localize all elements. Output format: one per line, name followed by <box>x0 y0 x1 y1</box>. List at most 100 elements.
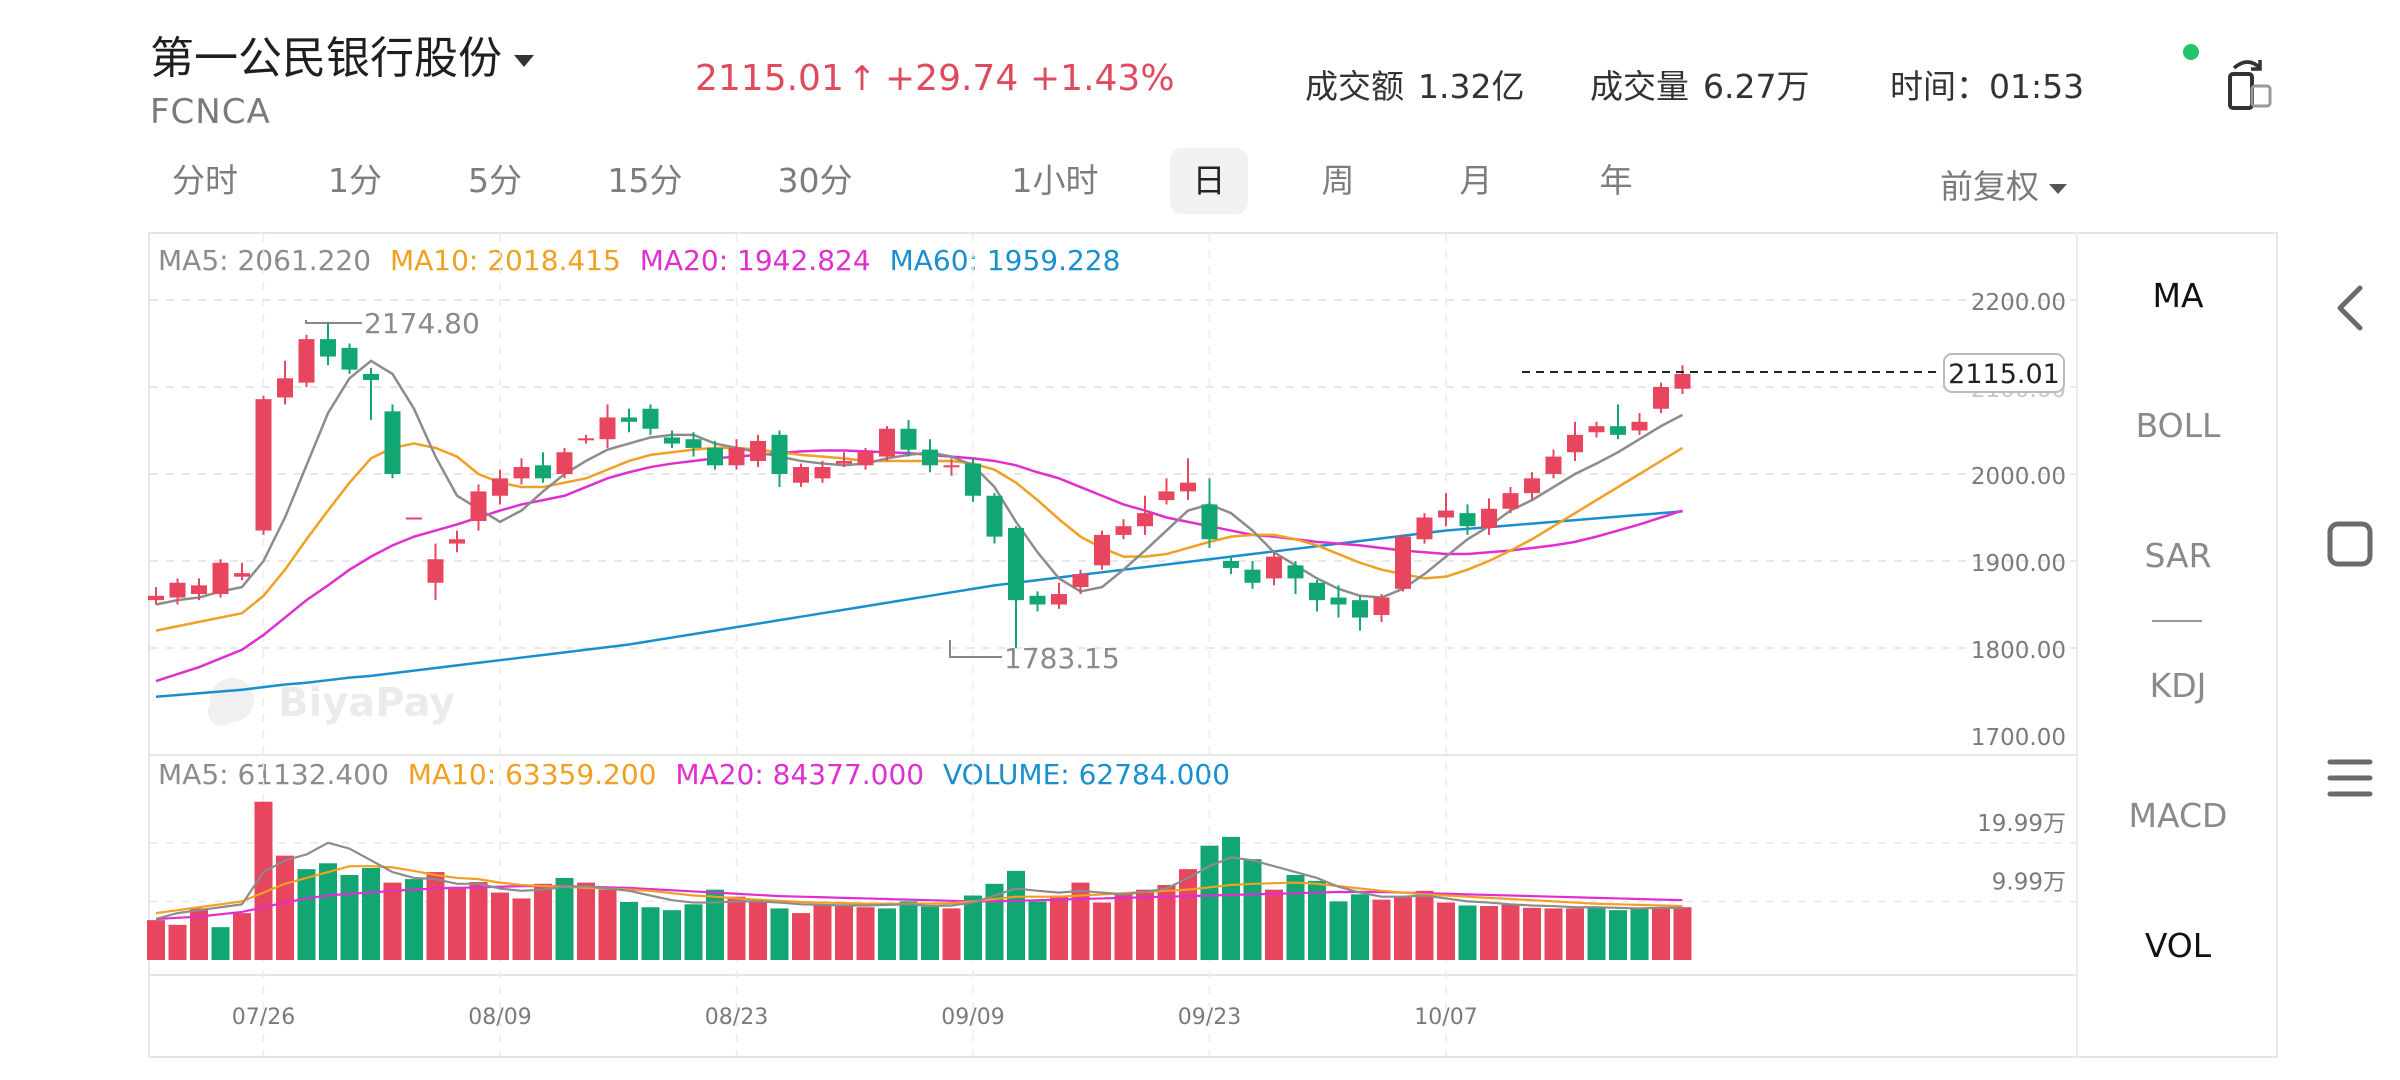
candle-body <box>1051 594 1067 605</box>
indicator-boll[interactable]: BOLL <box>2135 406 2221 445</box>
candle-body <box>814 467 831 479</box>
candle <box>814 460 831 483</box>
volume-bar <box>727 896 746 960</box>
tab-1min[interactable]: 1分 <box>328 161 382 200</box>
tab-30min[interactable]: 30分 <box>777 161 853 200</box>
volume-bar <box>1458 905 1477 960</box>
indicator-vol[interactable]: VOL <box>2144 926 2212 965</box>
tab-1hour[interactable]: 1小时 <box>1011 161 1099 200</box>
candle-body <box>857 452 874 466</box>
recents-menu-icon[interactable] <box>2320 748 2380 812</box>
candle <box>234 562 250 581</box>
adjust-dropdown[interactable]: 前复权 <box>1940 160 2067 208</box>
candle <box>1309 580 1325 612</box>
volume-bar <box>921 906 939 960</box>
candle-body <box>1373 597 1390 615</box>
volume-stat: 成交量 6.27万 <box>1590 67 1810 106</box>
arrow-up-icon: ↑ <box>847 59 877 99</box>
back-icon[interactable] <box>2320 278 2380 342</box>
volume-bar <box>1372 899 1391 960</box>
volume-axis-label: 19.99万 <box>1977 811 2066 837</box>
volume-bar <box>856 907 875 960</box>
candle <box>793 463 809 488</box>
candle <box>535 452 551 483</box>
candle <box>169 578 186 605</box>
candle <box>578 434 594 444</box>
candle <box>900 420 917 457</box>
legend-vol-ma5: MA5: 61132.400 <box>158 758 389 791</box>
tab-week[interactable]: 周 <box>1321 161 1355 200</box>
candle <box>836 452 852 468</box>
rotate-screen-icon[interactable] <box>2224 56 2276 116</box>
volume-bar <box>1609 910 1627 960</box>
last-price-box <box>1943 353 2065 393</box>
date-label: 08/09 <box>468 1005 531 1030</box>
candle-body <box>1438 510 1454 518</box>
volume-bar <box>1566 908 1584 960</box>
candle <box>685 432 702 457</box>
home-icon[interactable] <box>2320 514 2380 578</box>
stock-name: 第一公民银行股份 <box>150 33 502 84</box>
indicator-kdj[interactable]: KDJ <box>2149 666 2207 705</box>
market-status-dot <box>2183 44 2199 60</box>
candle-body <box>1158 491 1175 501</box>
candle <box>255 395 272 535</box>
legend-ma5: MA5: 2061.220 <box>158 244 372 277</box>
candle-body <box>1244 569 1261 583</box>
candle <box>1438 493 1454 527</box>
candle-body <box>771 434 788 474</box>
candle <box>277 360 293 405</box>
tab-month[interactable]: 月 <box>1459 161 1493 200</box>
candle <box>1244 561 1261 589</box>
candle-body <box>1545 456 1562 474</box>
candle-body <box>642 408 659 429</box>
candle <box>664 430 680 448</box>
indicator-ma[interactable]: MA <box>2152 276 2204 315</box>
candle <box>599 404 616 448</box>
candle <box>556 447 573 479</box>
volume-bar <box>663 910 681 960</box>
candle-body <box>298 339 315 383</box>
candle <box>492 469 508 505</box>
volume-bar <box>448 886 466 960</box>
volume-axis-label: 9.99万 <box>1992 869 2066 895</box>
candle-body <box>255 399 272 531</box>
candle <box>1631 413 1648 435</box>
candle-body <box>212 562 229 595</box>
volume-bar <box>878 908 896 960</box>
indicator-macd[interactable]: MACD <box>2128 796 2228 835</box>
indicator-sar[interactable]: SAR <box>2144 536 2212 575</box>
tab-5min[interactable]: 5分 <box>468 161 522 200</box>
price-axis-label: 1800.00 <box>1971 638 2066 664</box>
candle <box>857 447 874 470</box>
candle <box>1115 519 1132 540</box>
candle <box>728 439 745 470</box>
tab-day[interactable]: 日 <box>1170 148 1248 214</box>
price-axis-label: 1900.00 <box>1971 551 2066 577</box>
candle <box>1352 595 1368 631</box>
candle <box>1524 472 1540 501</box>
adjust-label: 前复权 <box>1940 167 2039 206</box>
candle-body <box>1180 482 1196 492</box>
volume-bar <box>1415 890 1434 960</box>
line-vol_ma10 <box>155 865 1683 915</box>
watermark-text: BiyaPay <box>278 680 455 726</box>
candle <box>298 334 315 387</box>
volume-ma-legend: MA5: 61132.400 MA10: 63359.200 MA20: 843… <box>158 758 1230 791</box>
candle-body <box>427 559 444 583</box>
stock-name-dropdown[interactable]: 第一公民银行股份 <box>150 22 534 86</box>
candle-body <box>664 437 680 444</box>
candle <box>1502 487 1519 514</box>
tab-15min[interactable]: 15分 <box>607 161 683 200</box>
volume-bar <box>1200 845 1219 960</box>
candle-body <box>556 452 573 474</box>
candle <box>1416 513 1433 544</box>
volume-bar <box>512 898 531 960</box>
volume-bar <box>426 872 445 960</box>
tab-year[interactable]: 年 <box>1599 161 1633 200</box>
volume-bar <box>985 883 1004 960</box>
last-price-label: 2115.01 <box>1948 359 2060 390</box>
volume-bar <box>899 901 918 960</box>
tab-fenshi[interactable]: 分时 <box>172 161 238 200</box>
